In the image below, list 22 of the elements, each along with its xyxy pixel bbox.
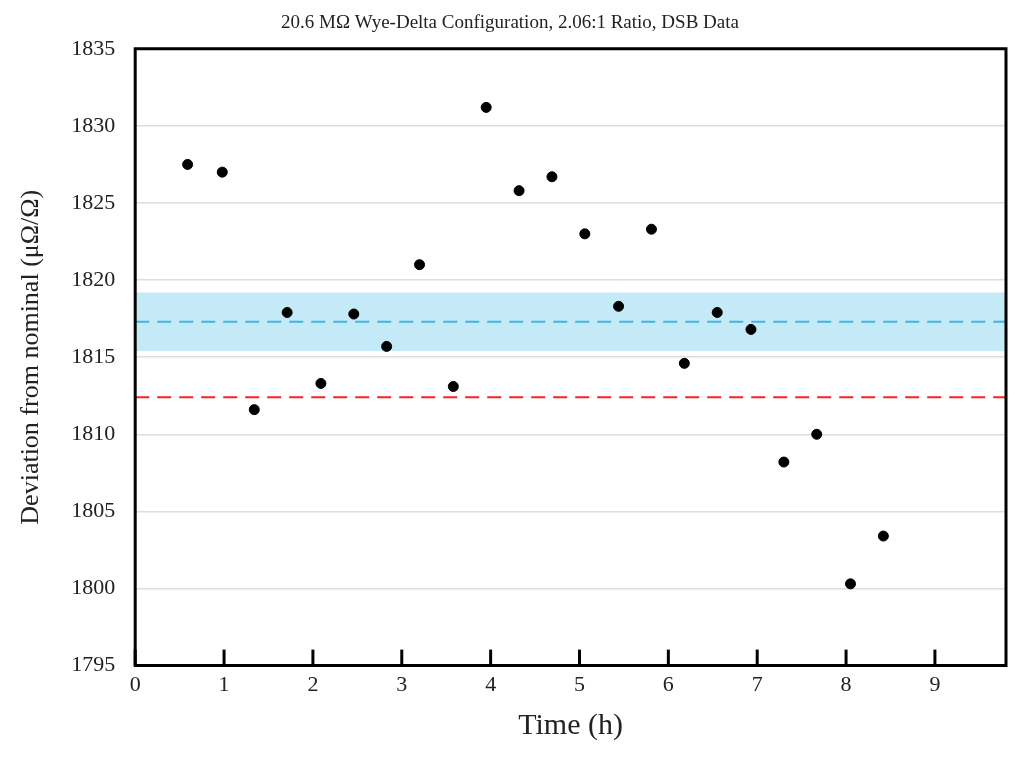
x-tick-label: 2	[307, 670, 319, 696]
x-tick-label: 1	[218, 670, 230, 696]
x-tick-label: 7	[751, 670, 763, 696]
y-tick-label: 1800	[71, 574, 116, 600]
x-tick-label: 0	[129, 670, 141, 696]
y-tick-label: 1805	[71, 497, 116, 523]
y-tick-label: 1795	[71, 651, 116, 677]
y-tick-label: 1820	[71, 265, 116, 291]
y-tick-label: 1815	[71, 342, 116, 368]
x-tick-label: 8	[840, 670, 852, 696]
x-tick-label: 6	[662, 670, 674, 696]
y-tick-label: 1825	[71, 188, 116, 214]
y-tick-label: 1835	[71, 34, 116, 60]
y-tick-label: 1810	[71, 420, 116, 446]
x-tick-label: 5	[573, 670, 585, 696]
x-tick-label: 4	[485, 670, 497, 696]
y-axis-title: Deviation from nominal (μΩ/Ω)	[15, 189, 45, 525]
y-tick-label: 1830	[71, 111, 116, 137]
x-axis-title: Time (h)	[518, 706, 623, 741]
x-tick-label: 3	[396, 670, 408, 696]
chart-title: 20.6 MΩ Wye-Delta Configuration, 2.06:1 Ratio, DSB Data	[281, 11, 740, 33]
x-tick-label: 9	[929, 670, 941, 696]
